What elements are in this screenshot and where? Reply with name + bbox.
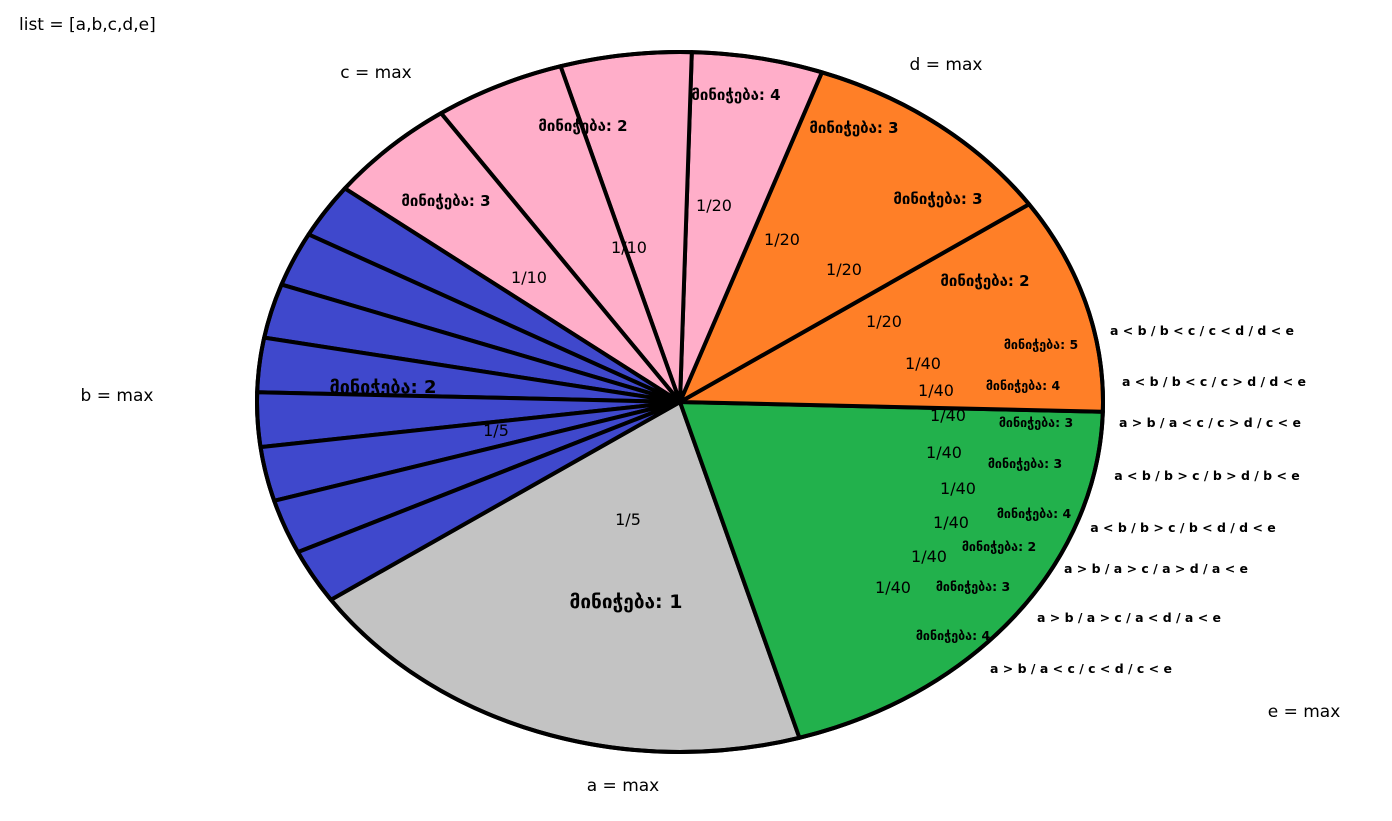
group-label-b: b = max [81, 386, 154, 406]
slice-condition-label: a < b / b > c / b < d / d < e [1090, 520, 1276, 535]
slice-assignment-label: მინიჭება: 3 [988, 456, 1062, 471]
slice-assignment-label: მინიჭება: 2 [329, 377, 436, 398]
group-label-c: c = max [340, 63, 411, 83]
slice-assignment-label: მინიჭება: 4 [691, 86, 780, 104]
slice-fraction-label: 1/20 [764, 230, 800, 249]
slice-condition-label: a > b / a > c / a > d / a < e [1064, 561, 1248, 576]
slice-fraction-label: 1/40 [940, 479, 976, 498]
slice-assignment-label: მინიჭება: 4 [916, 628, 991, 643]
slice-fraction-label: 1/40 [918, 381, 954, 400]
slice-assignment-label: მინიჭება: 3 [936, 579, 1010, 594]
slice-fraction-label: 1/10 [511, 268, 547, 287]
group-label-e: e = max [1268, 702, 1341, 722]
slice-fraction-label: 1/40 [933, 513, 969, 532]
pie-outline [255, 50, 1105, 754]
slice-assignment-label: მინიჭება: 1 [570, 591, 683, 613]
slice-fraction-label: 1/40 [875, 578, 911, 597]
slice-condition-label: a < b / b > c / b > d / b < e [1114, 468, 1300, 483]
labels-layer: 1/5 მინიჭება: 1 1/5 მინიჭება: 2 1/10 მინიჭება… [329, 86, 1306, 676]
slice-assignment-label: მინიჭება: 2 [940, 272, 1029, 290]
list-label: list = [a,b,c,d,e] [19, 15, 156, 35]
slice-assignment-label: მინიჭება: 3 [999, 415, 1073, 430]
slice-fraction-label: 1/40 [905, 354, 941, 373]
slice-fraction-label: 1/5 [615, 510, 641, 529]
group-label-a: a = max [587, 776, 660, 796]
slice-fraction-label: 1/40 [911, 547, 947, 566]
slice-condition-label: a > b / a < c / c > d / c < e [1119, 415, 1301, 430]
slice-condition-label: a > b / a < c / c < d / c < e [990, 661, 1172, 676]
slice-fraction-label: 1/40 [926, 443, 962, 462]
slice-assignment-label: მინიჭება: 3 [893, 190, 982, 208]
slice-assignment-label: მინიჭება: 2 [538, 117, 627, 135]
slice-condition-label: a < b / b < c / c < d / d < e [1110, 323, 1294, 338]
slice-fraction-label: 1/20 [696, 196, 732, 215]
slice-assignment-label: მინიჭება: 5 [1004, 337, 1078, 352]
slice-assignment-label: მინიჭება: 4 [997, 506, 1072, 521]
slice-assignment-label: მინიჭება: 3 [809, 119, 898, 137]
slice-condition-label: a < b / b < c / c > d / d < e [1122, 374, 1306, 389]
slice-fraction-label: 1/5 [483, 421, 509, 440]
slice-fraction-label: 1/20 [866, 312, 902, 331]
slice-assignment-label: მინიჭება: 3 [401, 192, 490, 210]
slice-assignment-label: მინიჭება: 2 [962, 539, 1036, 554]
slice-fraction-label: 1/10 [611, 238, 647, 257]
slice-fraction-label: 1/20 [826, 260, 862, 279]
slice-fraction-label: 1/40 [930, 406, 966, 425]
slices-layer [255, 50, 1105, 754]
slice-assignment-label: მინიჭება: 4 [986, 378, 1061, 393]
group-label-d: d = max [910, 55, 983, 75]
slice-condition-label: a > b / a > c / a < d / a < e [1037, 610, 1221, 625]
